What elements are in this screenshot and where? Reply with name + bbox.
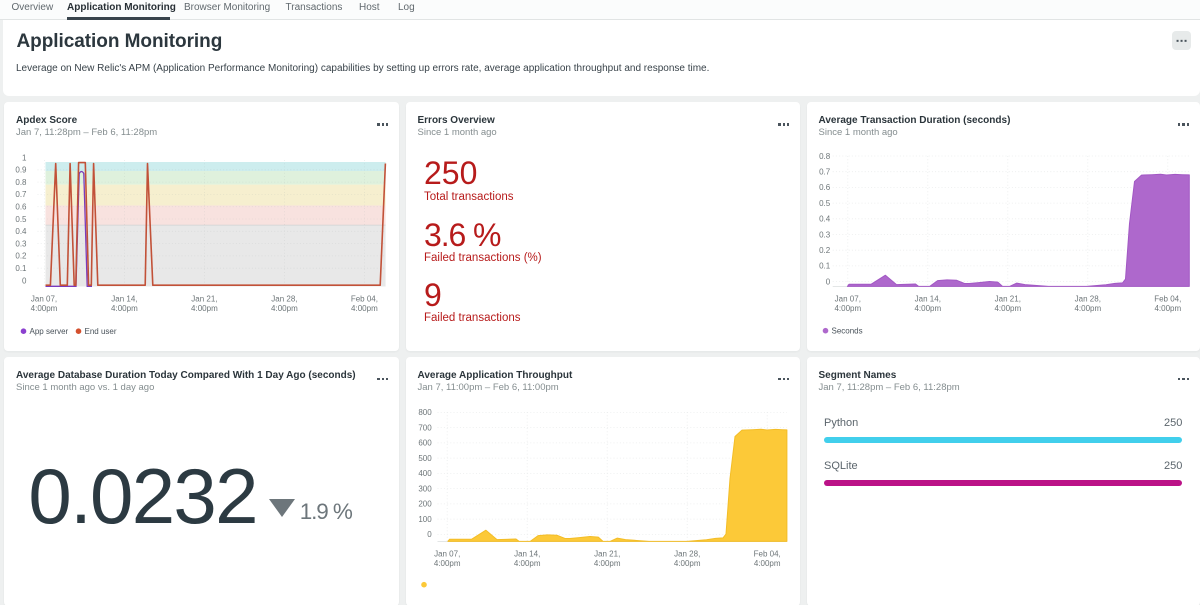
svg-text:0: 0 — [427, 530, 432, 539]
svg-text:Jan 07,: Jan 07, — [834, 295, 860, 304]
svg-text:400: 400 — [418, 469, 432, 478]
svg-text:0.4: 0.4 — [819, 215, 831, 224]
svg-text:0.7: 0.7 — [15, 190, 27, 199]
svg-text:Jan 14,: Jan 14, — [111, 295, 137, 304]
svg-text:4:00pm: 4:00pm — [433, 559, 460, 568]
svg-text:4:00pm: 4:00pm — [111, 304, 138, 313]
svg-text:Jan 28,: Jan 28, — [674, 550, 700, 559]
svg-text:0: 0 — [825, 278, 830, 287]
svg-text:4:00pm: 4:00pm — [1074, 304, 1101, 313]
svg-text:4:00pm: 4:00pm — [351, 304, 378, 313]
svg-text:End user: End user — [85, 327, 117, 336]
svg-text:Jan 21,: Jan 21, — [594, 550, 620, 559]
svg-text:Jan 21,: Jan 21, — [994, 295, 1020, 304]
svg-text:0.5: 0.5 — [15, 215, 27, 224]
svg-text:4:00pm: 4:00pm — [513, 559, 540, 568]
svg-text:4:00pm: 4:00pm — [914, 304, 941, 313]
svg-text:0.8: 0.8 — [15, 178, 27, 187]
svg-text:0.6: 0.6 — [819, 183, 831, 192]
svg-text:800: 800 — [418, 408, 432, 417]
svg-text:700: 700 — [418, 423, 432, 432]
svg-text:Jan 14,: Jan 14, — [514, 550, 540, 559]
svg-text:500: 500 — [418, 454, 432, 463]
svg-text:0.2: 0.2 — [15, 252, 27, 261]
svg-text:Feb 04,: Feb 04, — [1154, 295, 1181, 304]
svg-text:0.3: 0.3 — [819, 231, 831, 240]
svg-text:Jan 07,: Jan 07, — [434, 550, 460, 559]
svg-text:Feb 04,: Feb 04, — [351, 295, 378, 304]
svg-text:Jan 28,: Jan 28, — [271, 295, 297, 304]
svg-text:0: 0 — [22, 277, 27, 286]
svg-text:100: 100 — [418, 515, 432, 524]
svg-text:4:00pm: 4:00pm — [994, 304, 1021, 313]
svg-text:App server: App server — [30, 327, 69, 336]
svg-text:Seconds: Seconds — [831, 327, 862, 336]
svg-text:200: 200 — [418, 500, 432, 509]
svg-text:0.8: 0.8 — [819, 152, 831, 161]
svg-text:4:00pm: 4:00pm — [593, 559, 620, 568]
svg-text:0.5: 0.5 — [819, 199, 831, 208]
svg-text:0.7: 0.7 — [819, 168, 831, 177]
svg-text:600: 600 — [418, 439, 432, 448]
svg-text:4:00pm: 4:00pm — [1154, 304, 1181, 313]
svg-text:4:00pm: 4:00pm — [271, 304, 298, 313]
svg-text:4:00pm: 4:00pm — [31, 304, 58, 313]
svg-text:0.1: 0.1 — [15, 264, 27, 273]
svg-text:4:00pm: 4:00pm — [753, 559, 780, 568]
svg-text:0.9: 0.9 — [15, 166, 27, 175]
svg-text:0.4: 0.4 — [15, 227, 27, 236]
svg-text:Feb 04,: Feb 04, — [753, 550, 780, 559]
svg-text:Jan 07,: Jan 07, — [31, 295, 57, 304]
svg-text:Jan 21,: Jan 21, — [191, 295, 217, 304]
svg-text:4:00pm: 4:00pm — [191, 304, 218, 313]
svg-text:0.3: 0.3 — [15, 240, 27, 249]
svg-text:4:00pm: 4:00pm — [673, 559, 700, 568]
svg-text:1: 1 — [22, 154, 27, 163]
svg-text:Jan 28,: Jan 28, — [1074, 295, 1100, 304]
svg-text:4:00pm: 4:00pm — [834, 304, 861, 313]
svg-text:0.1: 0.1 — [819, 262, 831, 271]
svg-text:300: 300 — [418, 484, 432, 493]
svg-text:0.2: 0.2 — [819, 246, 831, 255]
svg-text:Jan 14,: Jan 14, — [914, 295, 940, 304]
svg-text:0.6: 0.6 — [15, 203, 27, 212]
